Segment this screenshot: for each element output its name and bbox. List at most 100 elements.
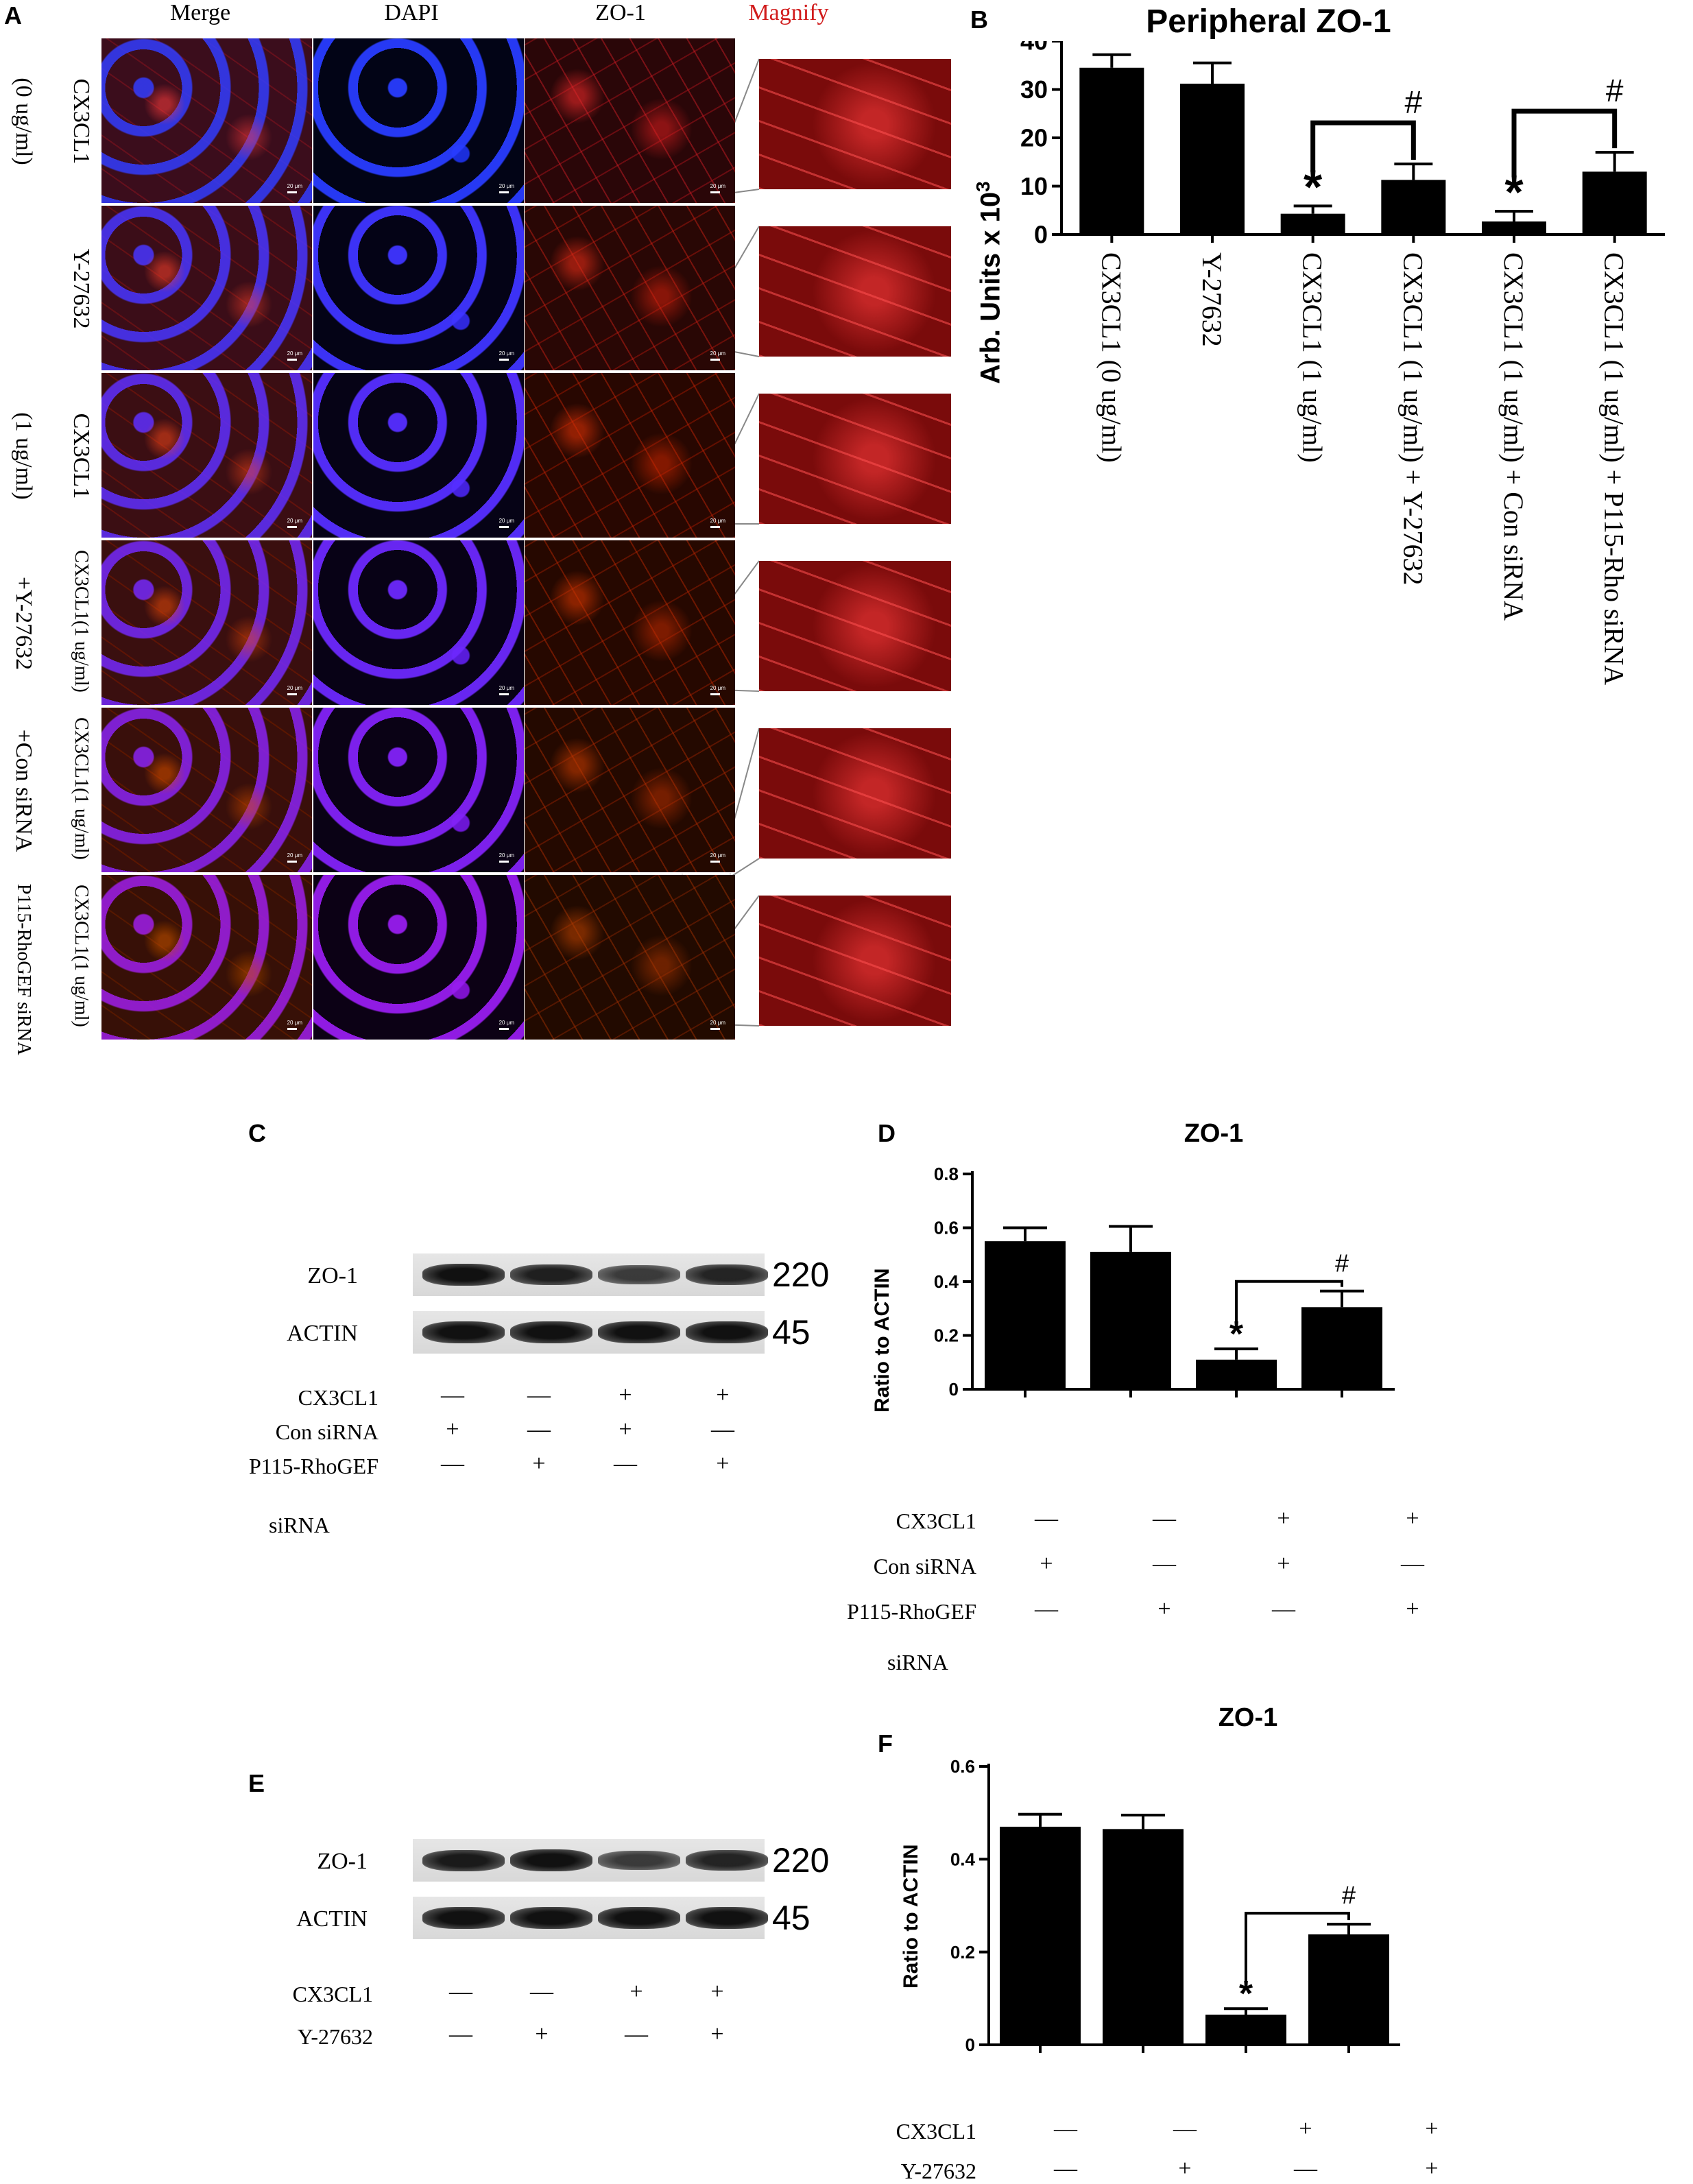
dash-sign: — [1294, 2156, 1317, 2181]
micrograph-merge-row3: 20 μm [101, 373, 312, 538]
scale-bar-label: 20 μm [499, 183, 514, 189]
dash-sign: — [711, 1417, 734, 1442]
significance-hash: # [1405, 84, 1423, 120]
condition-label-continuation: siRNA [887, 1650, 948, 1675]
category-label: CX3CL1 (1 ug/ml) + Y-27632 [1397, 252, 1428, 586]
blot-band [598, 1907, 680, 1929]
dash-sign: — [441, 1382, 464, 1408]
chart-b-title: Peripheral ZO-1 [1146, 3, 1391, 40]
blot-row-label: ZO-1 [307, 1263, 358, 1288]
y-tick-label: 0 [1034, 221, 1048, 249]
scale-bar [499, 526, 509, 528]
dash-sign: — [530, 1979, 553, 2004]
row-label-line1: CX3CL1(1 ug/ml) [71, 550, 92, 693]
scale-bar-label: 20 μm [287, 852, 302, 859]
condition-label: Con siRNA [873, 1554, 976, 1579]
category-label: CX3CL1 (1 ug/ml) + P115-Rho siRNA [1599, 252, 1630, 685]
callout-line [730, 728, 760, 835]
dash-sign: — [1153, 1551, 1176, 1576]
scale-bar [499, 861, 509, 863]
y-tick-label: 30 [1020, 75, 1048, 104]
y-tick-label: 0.2 [934, 1325, 959, 1346]
col-header-zo1: ZO-1 [595, 0, 646, 25]
significance-hash: # [1606, 73, 1624, 108]
blot-strip [413, 1839, 768, 1882]
chart-b-ylabel: Arb. Units x 103 [972, 181, 1006, 384]
micrograph-dapi-row5: 20 μm [313, 708, 524, 872]
blot-band [422, 1321, 505, 1343]
plus-sign: + [716, 1451, 730, 1476]
y-tick-label: 10 [1020, 172, 1048, 200]
row-label-line2: +Con siRNA [11, 729, 36, 852]
scale-bar [710, 191, 720, 193]
scale-bar-label: 20 μm [710, 1020, 725, 1026]
blot-strip [413, 1253, 768, 1296]
micrograph-zo1-row1: 20 μm [525, 38, 735, 203]
significance-bracket [1310, 120, 1416, 172]
scale-bar-label: 20 μm [499, 350, 514, 357]
y-tick-label: 0 [965, 2035, 975, 2055]
scale-bar [710, 359, 720, 361]
plus-sign: + [1406, 1596, 1419, 1622]
dash-sign: — [527, 1417, 551, 1442]
bar [1196, 1359, 1277, 1389]
row-label-line1: CX3CL1 [69, 413, 94, 499]
plus-sign: + [532, 1451, 546, 1476]
row-label-line1: CX3CL1(1 ug/ml) [71, 717, 92, 860]
bar [1381, 180, 1446, 235]
plus-sign: + [1425, 2156, 1439, 2181]
bar [1308, 1934, 1389, 2045]
col-header-magnify: Magnify [748, 0, 829, 25]
scale-bar [287, 191, 297, 193]
micrograph-dapi-row4: 20 μm [313, 540, 524, 705]
condition-label: P115-RhoGEF [248, 1454, 379, 1478]
y-tick-label: 0.8 [934, 1164, 959, 1184]
scale-bar-label: 20 μm [287, 685, 302, 691]
scale-bar [499, 359, 509, 361]
micrograph-zo1-row5: 20 μm [525, 708, 735, 872]
scale-bar-label: 20 μm [710, 518, 725, 524]
scale-bar [287, 526, 297, 528]
chart-f-title: ZO-1 [1218, 1703, 1278, 1732]
plus-sign: + [1040, 1551, 1053, 1576]
row-label-line1: Y-27632 [69, 248, 94, 329]
dash-sign: — [1035, 1506, 1058, 1531]
plus-sign: + [710, 1979, 724, 2004]
panel-d-letter: D [878, 1119, 896, 1147]
dash-sign: — [441, 1451, 464, 1476]
chart-d: 0 0.2 0.4 0.6 0.8 * # [934, 1164, 1395, 1400]
scale-bar-label: 20 μm [499, 685, 514, 691]
plus-sign: + [619, 1417, 632, 1442]
scale-bar-label: 20 μm [710, 685, 725, 691]
blot-band [598, 1265, 680, 1284]
dash-sign: — [527, 1382, 551, 1408]
blot-band [422, 1849, 505, 1871]
panel-e-letter: E [248, 1769, 265, 1797]
dash-sign: — [1272, 1596, 1295, 1622]
condition-label: Con siRNA [275, 1419, 379, 1444]
bar [1079, 67, 1144, 235]
y-tick-label: 0.6 [950, 1756, 975, 1777]
scale-bar-label: 20 μm [710, 183, 725, 189]
blot-band [686, 1264, 768, 1285]
plus-sign: + [535, 2021, 549, 2047]
bar [1090, 1251, 1171, 1389]
bar [1301, 1307, 1382, 1389]
plus-sign: + [716, 1382, 730, 1408]
micrograph-merge-row4: 20 μm [101, 540, 312, 705]
dash-sign: — [1054, 2156, 1077, 2181]
scale-bar [710, 861, 720, 863]
blot-band [686, 1907, 768, 1929]
significance-hash: # [1335, 1249, 1349, 1277]
scale-bar-label: 20 μm [287, 350, 302, 357]
scale-bar-label: 20 μm [287, 518, 302, 524]
scale-bar [710, 693, 720, 695]
plus-sign: + [1425, 2116, 1439, 2141]
col-header-merge: Merge [169, 0, 231, 25]
dash-sign: — [1401, 1551, 1424, 1576]
plus-sign: + [1277, 1506, 1290, 1531]
scale-bar [710, 526, 720, 528]
condition-label-continuation: siRNA [269, 1513, 330, 1537]
y-tick-label: 0.6 [934, 1218, 959, 1238]
